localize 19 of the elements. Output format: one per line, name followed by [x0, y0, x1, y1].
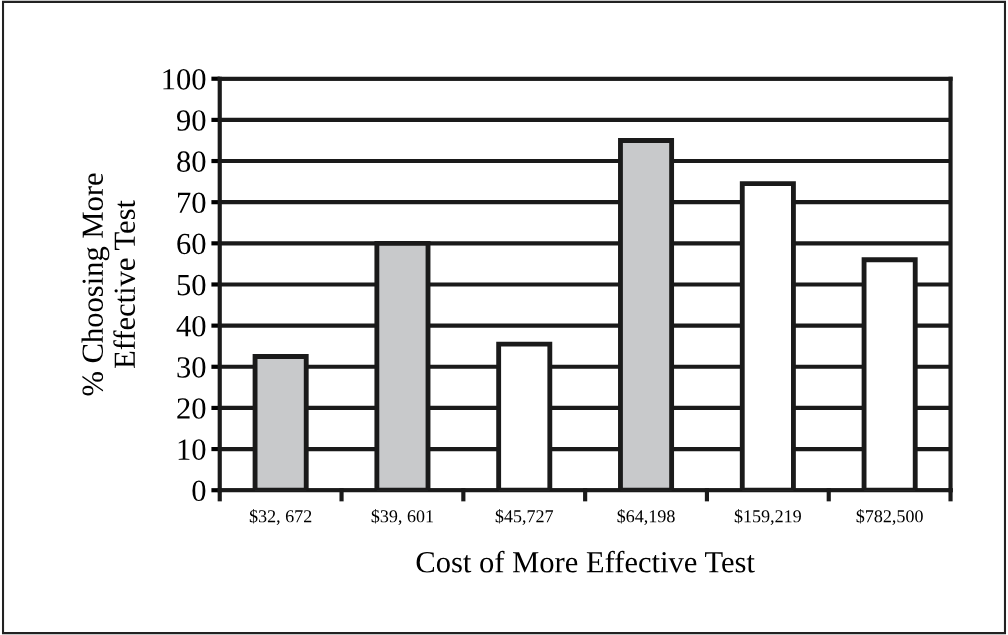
y-tick-label: 60 — [177, 233, 206, 255]
x-tick-label: $39, 601 — [371, 509, 433, 525]
x-tick-label: $45,727 — [495, 509, 554, 525]
y-tick-label: 10 — [178, 439, 206, 460]
y-tick-label: 80 — [177, 151, 206, 172]
y-tick-label: 90 — [176, 110, 206, 131]
y-tick-label: 20 — [177, 398, 206, 419]
y-tick-label: 50 — [177, 274, 206, 296]
x-axis-title: Cost of More Effective Test — [416, 550, 755, 573]
x-tick-label: $159,219 — [734, 509, 801, 525]
y-tick-label: 70 — [178, 192, 206, 214]
y-tick-label: 40 — [176, 315, 206, 337]
y-axis-title: % Choosing More Effective Test — [81, 173, 136, 396]
y-tick-label: 0 — [192, 480, 206, 502]
y-tick-label: 30 — [177, 357, 206, 378]
x-tick-label: $64,198 — [617, 509, 675, 525]
x-tick-label: $782,500 — [856, 509, 923, 525]
y-tick-label: 100 — [163, 69, 206, 90]
x-tick-label: $32, 672 — [249, 509, 312, 525]
